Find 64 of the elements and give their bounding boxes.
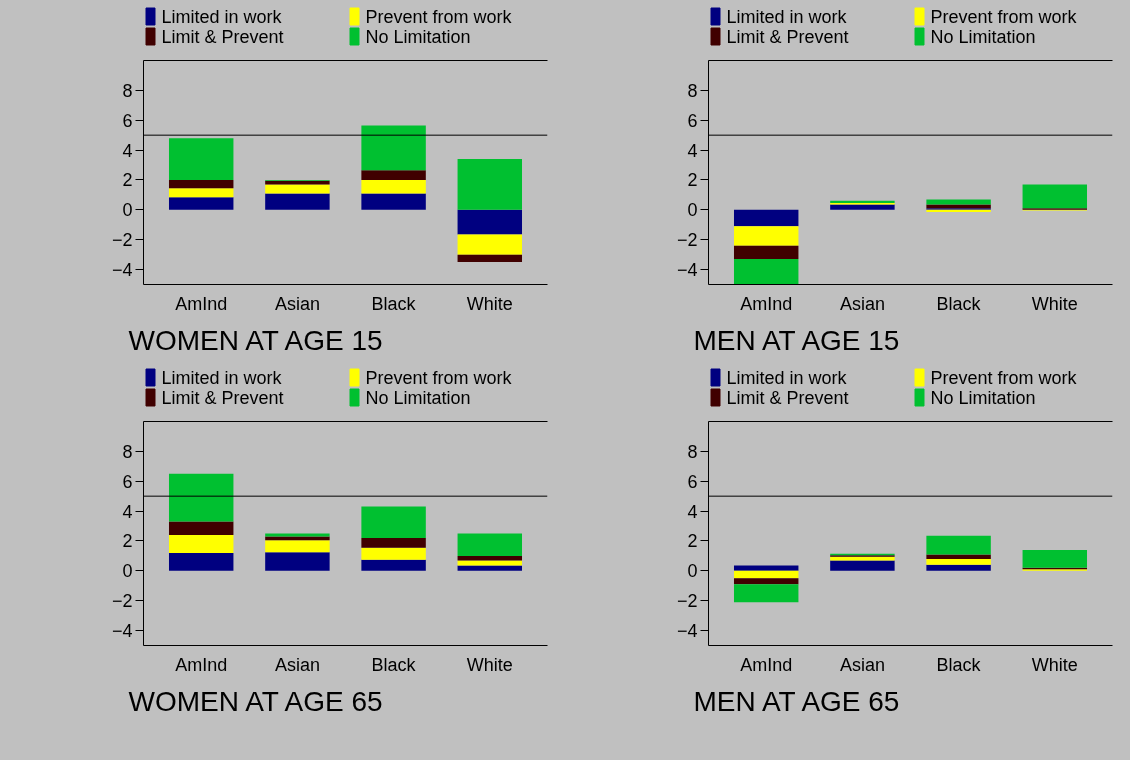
y-tick-label: −2 [676, 230, 698, 251]
y-tick-label: −2 [111, 591, 133, 612]
y-tick-label: 2 [122, 170, 133, 191]
legend-label: Limit & Prevent [726, 26, 849, 47]
x-tick-label: AmInd [175, 293, 228, 314]
legend-label: Limited in work [161, 6, 283, 27]
x-tick-label: Black [371, 293, 417, 314]
y-tick-label: 4 [122, 140, 133, 161]
legend-label: Prevent from work [365, 367, 513, 388]
x-tick-label: Asian [839, 654, 885, 675]
x-tick-label: Asian [274, 293, 320, 314]
y-tick-label: −2 [111, 230, 133, 251]
y-tick-label: 6 [122, 110, 133, 131]
legend-label: Prevent from work [930, 367, 1078, 388]
x-tick-label: AmInd [740, 654, 793, 675]
text: MEN AT AGE 15 [693, 324, 900, 356]
x-tick-label: White [1031, 654, 1078, 675]
legend-label: Prevent from work [365, 6, 513, 27]
y-tick-label: 8 [122, 441, 133, 462]
y-tick-label: 2 [122, 531, 133, 552]
y-tick-label: 8 [687, 441, 698, 462]
legend-label: Limit & Prevent [161, 26, 284, 47]
legend-label: Limit & Prevent [161, 387, 284, 408]
legend-label: No Limitation [930, 26, 1036, 47]
x-tick-label: White [1031, 293, 1078, 314]
y-tick-label: 6 [687, 110, 698, 131]
x-tick-label: Black [936, 654, 982, 675]
y-tick-label: 6 [122, 471, 133, 492]
y-tick-label: −2 [676, 591, 698, 612]
y-tick-label: 0 [687, 200, 698, 221]
x-tick-label: Black [936, 293, 982, 314]
y-tick-label: 4 [687, 501, 698, 522]
y-tick-label: −4 [111, 260, 133, 281]
x-tick-label: AmInd [740, 293, 793, 314]
y-tick-label: −4 [676, 260, 698, 281]
x-tick-label: White [466, 293, 513, 314]
y-tick-label: 2 [687, 531, 698, 552]
legend-label: No Limitation [365, 387, 471, 408]
legend-label: Limited in work [161, 367, 283, 388]
x-tick-label: AmInd [175, 654, 228, 675]
y-tick-label: 0 [687, 561, 698, 582]
x-tick-label: White [466, 654, 513, 675]
y-tick-label: 4 [687, 140, 698, 161]
legend-label: Limit & Prevent [726, 387, 849, 408]
y-tick-label: 8 [122, 80, 133, 101]
x-tick-label: Asian [274, 654, 320, 675]
y-tick-label: −4 [676, 621, 698, 642]
y-tick-label: 2 [687, 170, 698, 191]
x-tick-label: Asian [839, 293, 885, 314]
legend-label: No Limitation [365, 26, 471, 47]
y-tick-label: 4 [122, 501, 133, 522]
text: WOMEN AT AGE 65 [128, 685, 383, 717]
legend-label: Prevent from work [930, 6, 1078, 27]
text: WOMEN AT AGE 15 [128, 324, 383, 356]
legend-label: Limited in work [726, 6, 848, 27]
x-tick-label: Black [371, 654, 417, 675]
legend-label: No Limitation [930, 387, 1036, 408]
text: MEN AT AGE 65 [693, 685, 900, 717]
y-tick-label: 8 [687, 80, 698, 101]
y-tick-label: −4 [111, 621, 133, 642]
y-tick-label: 0 [122, 200, 133, 221]
legend-label: Limited in work [726, 367, 848, 388]
y-tick-label: 6 [687, 471, 698, 492]
y-tick-label: 0 [122, 561, 133, 582]
